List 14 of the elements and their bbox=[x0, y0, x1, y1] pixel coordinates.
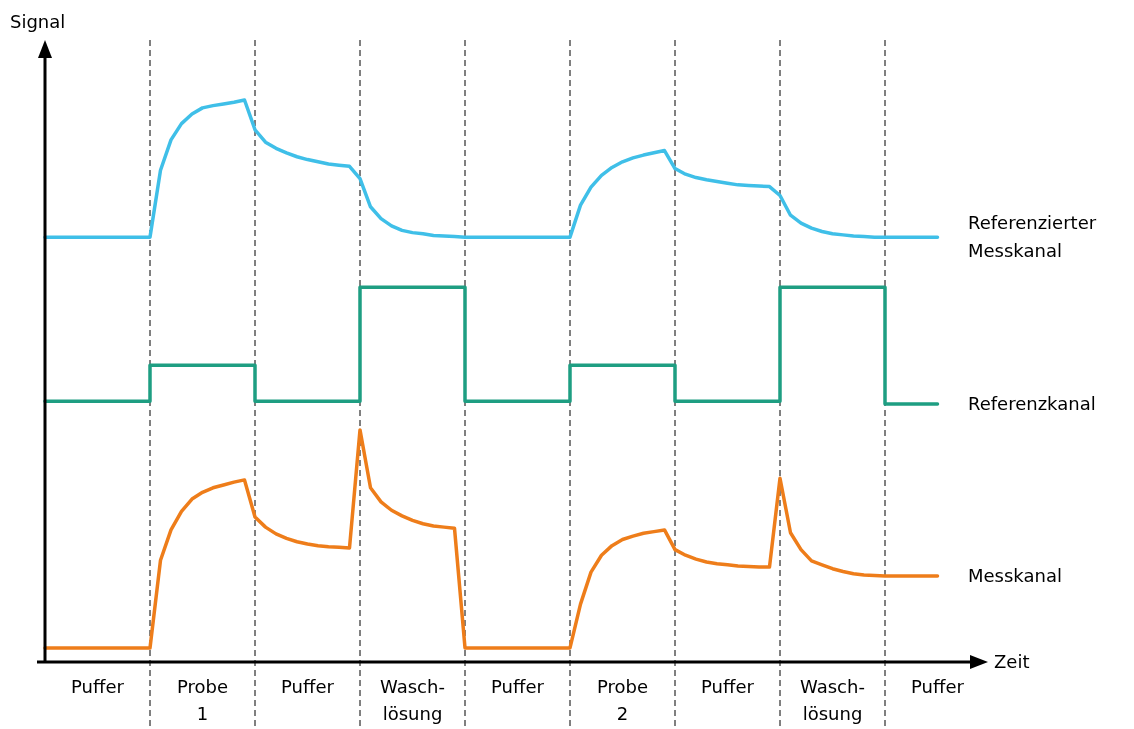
x-tick-label: Puffer bbox=[71, 676, 125, 697]
x-tick-label: Puffer bbox=[491, 676, 545, 697]
x-tick-label: Probe 1 bbox=[176, 676, 229, 724]
x-tick-label: Puffer bbox=[701, 676, 755, 697]
x-tick-label: Wasch- lösung bbox=[800, 676, 865, 724]
x-tick-label: Wasch- lösung bbox=[380, 676, 445, 724]
series-label: Referenzkanal bbox=[968, 393, 1096, 415]
series-label: Messkanal bbox=[968, 565, 1062, 587]
x-tick-label: Puffer bbox=[911, 676, 965, 697]
x-tick-label: Puffer bbox=[281, 676, 335, 697]
x-tick-label: Probe 2 bbox=[596, 676, 649, 724]
x-axis-title: Zeit bbox=[994, 651, 1030, 672]
series-label: Referenzierter Messkanal bbox=[968, 212, 1097, 262]
y-axis-title: Signal bbox=[10, 11, 66, 32]
